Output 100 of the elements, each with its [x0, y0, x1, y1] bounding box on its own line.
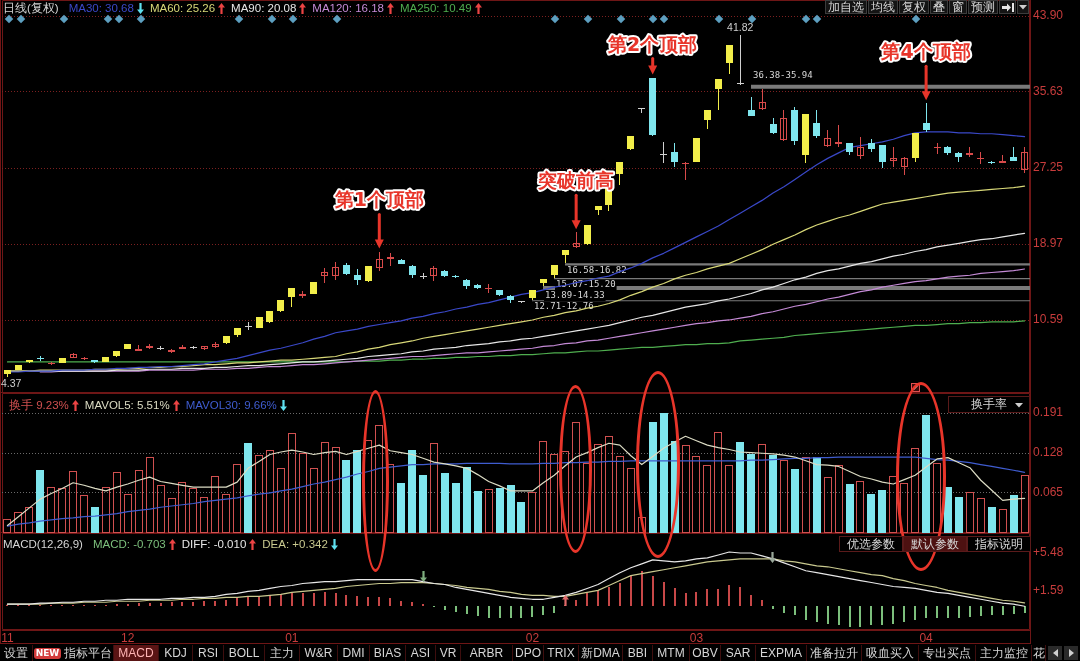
bar	[517, 502, 525, 533]
annotation: 复权	[899, 0, 929, 14]
bar	[772, 606, 774, 609]
bar	[181, 602, 183, 606]
bar	[859, 606, 861, 627]
text: NEW	[33, 647, 62, 659]
bar	[225, 600, 227, 606]
text: MA30: 30.68	[68, 2, 134, 14]
bar	[411, 602, 413, 606]
bar	[969, 606, 971, 617]
bar	[474, 491, 482, 533]
annotation: 预测	[968, 0, 998, 14]
text: SAR	[725, 646, 751, 660]
bar	[794, 606, 796, 615]
band-label: 36.38-35.94	[753, 70, 813, 81]
bar	[881, 606, 883, 625]
bar	[160, 603, 162, 606]
bar	[236, 598, 238, 606]
bar	[171, 602, 173, 606]
bar	[914, 606, 916, 620]
chart-title: MACD(12,26,9)	[3, 538, 83, 550]
bar	[531, 606, 533, 617]
x-tick-label: 01	[285, 630, 299, 645]
y-tick-label: 18.97	[1033, 235, 1064, 250]
x-tick-label: 12	[121, 630, 135, 645]
bar	[345, 595, 347, 606]
y-tick-label: 43.90	[1033, 8, 1064, 23]
bar	[619, 583, 621, 606]
bar	[466, 606, 468, 614]
bar	[280, 594, 282, 606]
bar	[791, 469, 799, 533]
bar	[91, 507, 99, 533]
bar	[663, 582, 665, 606]
bar	[444, 606, 446, 610]
text: RSI	[197, 646, 218, 660]
band-label: 13.89-14.33	[545, 289, 605, 300]
bar	[827, 606, 829, 624]
bar	[553, 606, 555, 613]
text: 主力监控	[979, 644, 1028, 661]
bar	[507, 485, 515, 533]
annotation: 均线	[868, 0, 898, 14]
bar	[1024, 606, 1026, 613]
text: 吸血买入	[866, 644, 914, 661]
text: 专出买点	[923, 644, 971, 661]
band-label: 12.71-12.76	[534, 300, 594, 311]
bar	[838, 606, 840, 625]
bar	[378, 597, 380, 606]
bar	[652, 576, 654, 606]
bar	[36, 470, 44, 533]
bar	[597, 590, 599, 606]
bar	[324, 592, 326, 606]
bar	[575, 600, 577, 606]
bar	[991, 606, 993, 615]
text: DMI	[342, 646, 365, 660]
bar	[1013, 606, 1015, 614]
bar	[138, 603, 140, 606]
text: 主力	[270, 644, 294, 661]
bar	[903, 606, 905, 622]
bar	[463, 467, 471, 533]
bar	[542, 606, 544, 615]
bar	[925, 606, 927, 618]
bar	[878, 490, 886, 533]
bar	[1002, 606, 1004, 615]
bar	[660, 413, 668, 533]
text: MA250: 10.49	[399, 2, 472, 14]
bar	[706, 589, 708, 606]
band-label: 16.58-16.82	[567, 265, 627, 276]
candlestick	[934, 143, 941, 154]
y-tick-label: +1.59	[1033, 582, 1064, 597]
bar	[269, 595, 271, 606]
bar	[630, 576, 632, 606]
annotation: 换手率	[971, 396, 1007, 413]
text: MACD	[118, 646, 154, 660]
bar	[649, 422, 657, 533]
bar	[496, 488, 504, 533]
annotation: 优选参数	[839, 536, 903, 552]
y-tick-label: +5.48	[1033, 544, 1064, 559]
text: 指标平台	[63, 644, 112, 661]
annotation: 第2个顶部	[607, 32, 698, 55]
y-tick-label: 35.63	[1033, 83, 1064, 98]
bar	[695, 592, 697, 606]
bar	[846, 484, 854, 533]
y-tick-label: 0.191	[1033, 405, 1064, 420]
bar	[816, 606, 818, 622]
bar	[947, 606, 949, 618]
x-tick-label: 04	[919, 630, 934, 645]
bar	[367, 597, 369, 606]
text: BOLL	[228, 646, 260, 660]
bar	[258, 596, 260, 606]
bar	[520, 606, 522, 618]
bar	[674, 588, 676, 606]
text: BIAS	[373, 646, 402, 660]
y-tick-label: 27.25	[1033, 160, 1064, 175]
bar	[892, 606, 894, 624]
bar	[353, 450, 361, 533]
bar	[244, 443, 252, 533]
text: EXPMA	[759, 646, 802, 660]
bar	[477, 606, 479, 616]
x-tick-label: 11	[1, 630, 15, 645]
bar	[988, 507, 996, 533]
